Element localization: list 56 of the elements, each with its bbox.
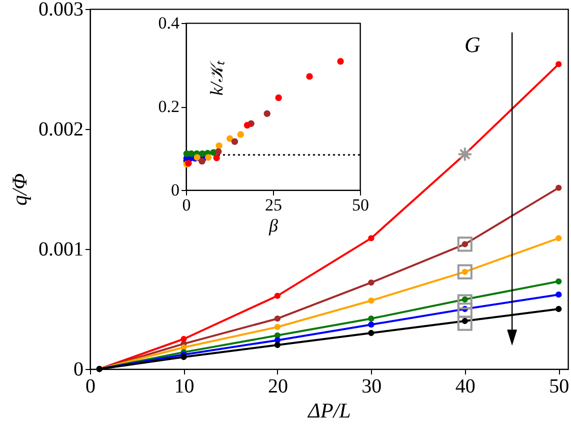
point [237,131,244,138]
point [457,236,472,252]
x-tick-label: 20 [268,376,288,398]
point [213,154,220,162]
x-axis-title: β [268,216,278,236]
point [556,306,562,312]
point [204,154,212,161]
y-axis-title: k/𝒦ₜ [206,60,226,96]
point [457,294,472,310]
point [216,142,222,150]
y-axis-title: q/Φ [8,173,32,206]
point [198,158,206,165]
point [368,322,374,328]
y-tick-label: 0 [74,358,84,380]
point [306,73,313,80]
point [188,150,195,158]
y-tick-label: 0.2 [158,97,180,116]
point [368,316,374,322]
point [457,302,472,318]
point [457,146,472,162]
point [264,110,270,117]
y-tick-label: 0 [171,180,180,200]
point [231,138,238,145]
point [556,61,562,68]
x-tick-label: 25 [265,196,282,214]
point [556,235,562,242]
point [556,184,562,191]
x-tick-label: 10 [174,376,194,398]
point [244,122,251,129]
point [457,316,472,331]
x-tick-label: 40 [455,376,476,398]
point [274,324,281,330]
point [274,342,281,348]
point [337,58,344,65]
point [368,280,374,286]
point [180,354,187,360]
x-tick-label: 50 [549,376,570,398]
x-tick-label: 30 [362,376,382,398]
y-tick-label: 0.001 [38,238,84,260]
point [275,94,282,102]
point [556,278,562,284]
annotation: G [464,32,480,57]
point [274,292,281,299]
point [215,148,222,155]
point [368,330,374,336]
point [556,292,562,298]
point [457,264,472,280]
y-tick-label: 0.4 [158,14,180,32]
point [226,135,234,142]
point [368,298,374,304]
x-tick-label: 50 [352,196,369,214]
y-tick-label: 0.003 [38,0,84,20]
point [368,235,374,242]
x-axis-title: ΔP/L [307,398,351,422]
y-tick-label: 0.002 [38,118,84,140]
point [274,316,281,322]
